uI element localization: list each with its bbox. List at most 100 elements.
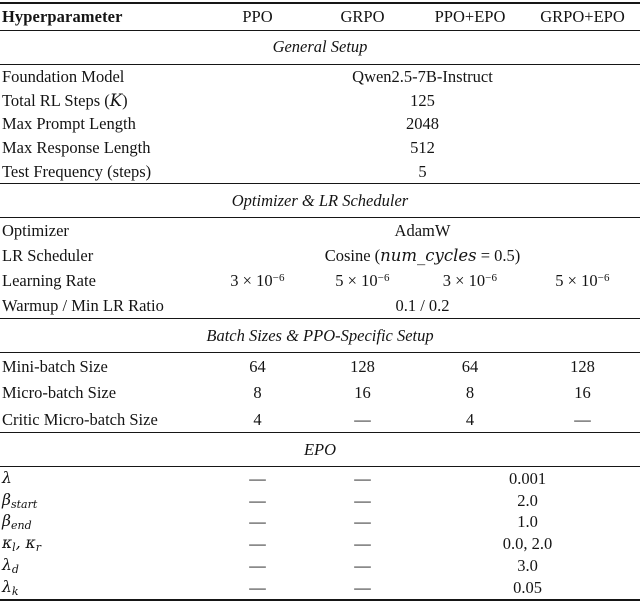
value-mantissa: 5 × 10 [555,271,598,291]
cell-grpo: 128 [350,356,375,376]
table-header-row: Hyperparameter PPO GRPO PPO+EPO GRPO+EPO [0,3,640,31]
row-label: βstart [0,489,205,511]
cell-ppo: — [249,512,266,532]
row-max-prompt-length: Max Prompt Length 2048 [0,112,640,136]
row-label: Optimizer [0,218,205,244]
cell-shared-value: 5 [418,161,427,181]
cell-grpo: — [354,578,371,598]
row-label: Max Response Length [0,136,205,160]
label-subscript: r [35,541,41,555]
cell-grpo: — [354,490,371,510]
cell-epo-shared-value: 3.0 [517,556,538,576]
section-header-batch-sizes: Batch Sizes & PPO-Specific Setup [0,318,640,354]
row-label: κl, κr [0,533,205,555]
row-test-frequency: Test Frequency (steps) 5 [0,160,640,184]
cell-grpo: 16 [354,383,371,403]
row-label: λk [0,577,205,600]
label-text: Max Prompt Length [2,114,136,134]
cell-epo-shared-value: 1.0 [517,512,538,532]
value-mantissa: 5 × 10 [335,271,378,291]
label-math: , κ [15,534,36,553]
value-exponent: −6 [272,272,285,285]
value-mantissa: 3 × 10 [230,271,273,291]
cell-ppo-epo: 3 × 10−6 [415,268,525,293]
cell-shared-value: AdamW [394,221,451,241]
row-label: Test Frequency (steps) [0,160,205,184]
label-text: Learning Rate [2,271,96,291]
column-header-ppo-epo: PPO+EPO [415,3,525,31]
cell-epo-shared-value: 0.0, 2.0 [502,534,553,554]
row-label: Max Prompt Length [0,112,205,136]
label-text: Mini-batch Size [2,356,108,376]
cell-ppo: 64 [249,356,266,376]
label-subscript: k [11,585,19,599]
section-header-optimizer-lr-scheduler: Optimizer & LR Scheduler [0,183,640,219]
value-exponent: −6 [485,272,498,285]
cell-shared-value: 2048 [406,114,439,134]
section-title: EPO [0,432,640,468]
column-header-ppo: PPO [205,3,310,31]
value-mantissa: 3 × 10 [442,271,486,291]
label-subscript: start [10,497,38,511]
cell-epo-shared-value: 0.001 [508,468,547,488]
column-header-grpo-epo: GRPO+EPO [525,3,640,31]
row-label: βend [0,511,205,533]
cell-shared-value: Qwen2.5-7B-Instruct [352,66,493,86]
cell-grpo-epo: — [574,409,591,429]
label-subscript: d [11,563,19,577]
label-math: λ [2,578,12,597]
row-warmup-min-lr-ratio: Warmup / Min LR Ratio 0.1 / 0.2 [0,293,640,319]
row-kappa-l-kappa-r: κl, κr — — 0.0, 2.0 [0,533,640,555]
label-math: β [2,512,11,531]
column-header-hyperparameter: Hyperparameter [0,3,205,31]
cell-ppo: — [249,534,266,554]
cell-shared-value: 0.1 / 0.2 [395,296,450,316]
row-label: λ [0,467,205,489]
section-title: General Setup [0,29,640,65]
cell-grpo: — [354,409,371,429]
row-label: Micro-batch Size [0,380,205,406]
cell-epo-shared-value: 2.0 [517,490,538,510]
label-math: λ [2,556,12,575]
cell-grpo: — [354,556,371,576]
cell-ppo: — [249,556,266,576]
row-label: Warmup / Min LR Ratio [0,293,205,319]
row-micro-batch-size: Micro-batch Size 8 16 8 16 [0,380,640,406]
value-exponent: −6 [597,272,610,285]
cell-ppo: — [249,468,266,488]
label-text: LR Scheduler [2,246,94,266]
cell-grpo: — [354,534,371,554]
value-suffix: = 0.5) [476,246,521,266]
label-text: Foundation Model [2,66,125,86]
row-mini-batch-size: Mini-batch Size 64 128 64 128 [0,353,640,380]
row-critic-micro-batch-size: Critic Micro-batch Size 4 — 4 — [0,406,640,433]
label-math: λ [2,468,12,487]
cell-grpo-epo: 5 × 10−6 [525,268,640,293]
row-lambda: λ — — 0.001 [0,467,640,489]
cell-ppo: 3 × 10−6 [205,268,310,293]
row-lambda-d: λd — — 3.0 [0,555,640,577]
cell-shared-value: Cosine (num_cycles = 0.5) [205,243,640,268]
cell-epo-shared-value: 0.05 [513,578,542,598]
value-exponent: −6 [377,272,390,285]
label-text: Max Response Length [2,138,151,158]
label-subscript: l [12,541,16,555]
cell-grpo-epo: 16 [574,383,591,403]
section-header-epo: EPO [0,432,640,468]
row-label: Mini-batch Size [0,353,205,380]
cell-grpo: 5 × 10−6 [310,268,415,293]
column-header-grpo: GRPO [310,3,415,31]
cell-grpo: — [354,512,371,532]
row-beta-end: βend — — 1.0 [0,511,640,533]
row-label: Learning Rate [0,268,205,293]
row-total-rl-steps: Total RL Steps (K) 125 [0,88,640,112]
label-suffix: ) [122,90,128,110]
section-title: Batch Sizes & PPO-Specific Setup [0,318,640,354]
label-math: κ [2,534,13,553]
row-max-response-length: Max Response Length 512 [0,136,640,160]
label-text: Total RL Steps ( [2,90,110,110]
row-label: Critic Micro-batch Size [0,406,205,433]
row-beta-start: βstart — — 2.0 [0,489,640,511]
